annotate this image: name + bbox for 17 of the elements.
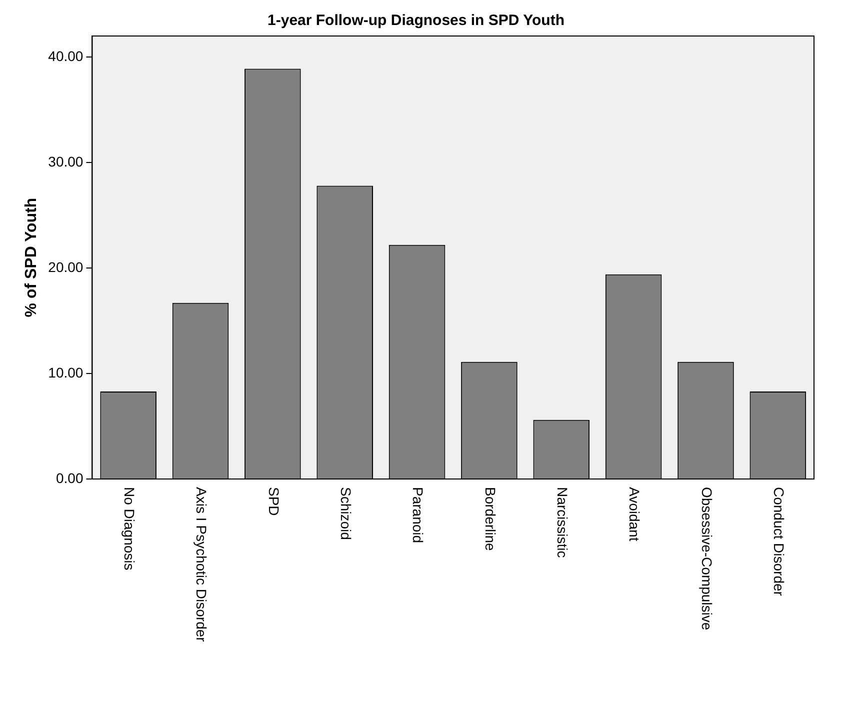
y-tick-label: 30.00 — [48, 153, 84, 170]
chart-title: 1-year Follow-up Diagnoses in SPD Youth — [268, 12, 564, 30]
x-tick-label: Schizoid — [338, 487, 354, 540]
x-tick-label: No Diagnosis — [121, 487, 138, 570]
x-tick-label: Axis I Psychotic Disorder — [194, 487, 210, 642]
y-axis-title: % of SPD Youth — [23, 198, 40, 318]
y-tick-label: 10.00 — [48, 364, 84, 380]
y-tick-label: 40.00 — [48, 48, 84, 64]
x-tick-label: Obsessive-Compulsive — [698, 487, 715, 630]
x-tick-label: Conduct Disorder — [771, 487, 788, 596]
x-tick-label: Paranoid — [410, 487, 426, 544]
x-tick-label: Avoidant — [626, 487, 643, 542]
x-tick-label: Borderline — [482, 487, 498, 552]
y-tick-label: 0.00 — [56, 470, 84, 486]
y-tick-label: 20.00 — [48, 258, 84, 275]
x-tick-label: Narcissistic — [554, 487, 571, 558]
x-tick-label: SPD — [266, 487, 282, 516]
